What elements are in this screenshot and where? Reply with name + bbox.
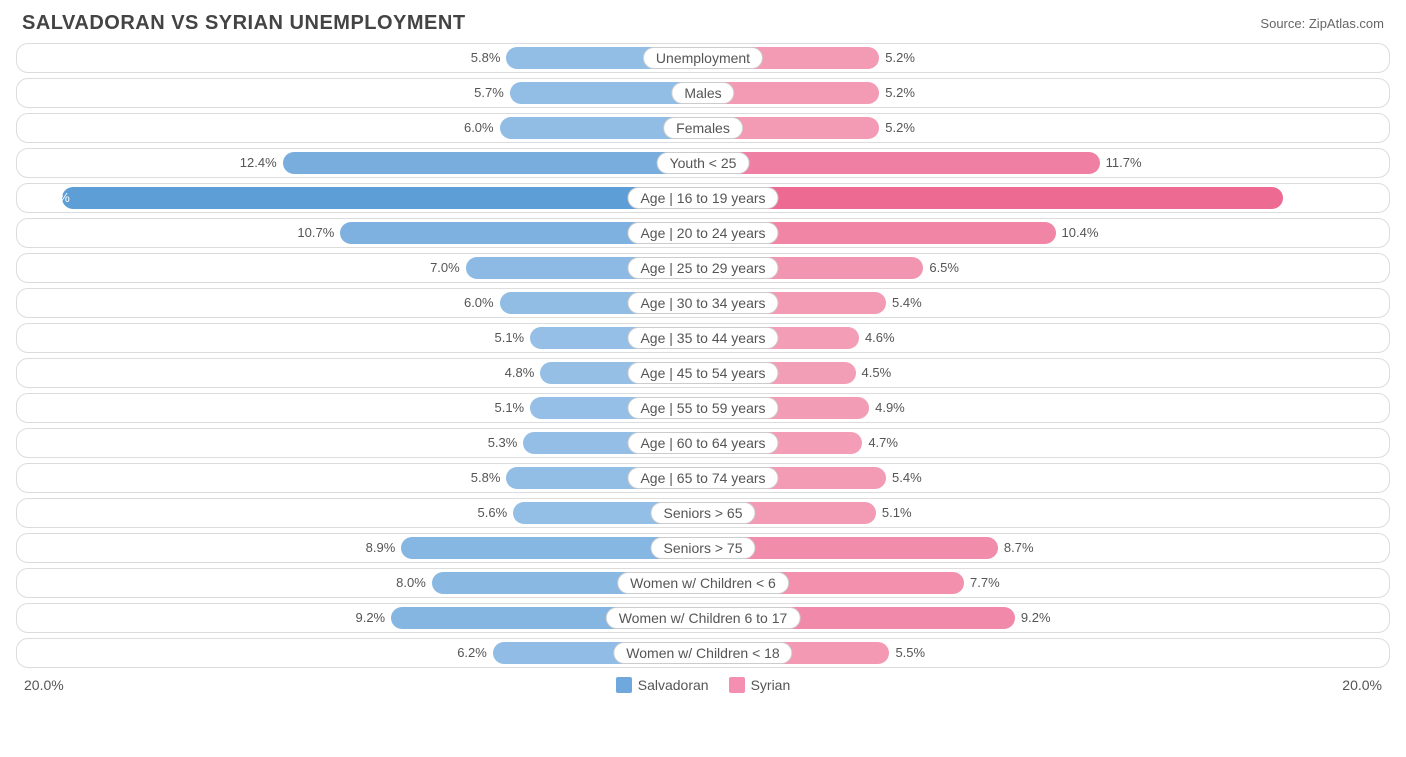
value-salvadoran: 9.2%: [355, 607, 385, 629]
category-label: Age | 45 to 54 years: [627, 362, 778, 384]
value-salvadoran: 5.3%: [488, 432, 518, 454]
chart-row: 6.2% 5.5% Women w/ Children < 18: [16, 638, 1390, 668]
value-salvadoran: 12.4%: [240, 152, 277, 174]
bar-salvadoran: [283, 152, 703, 174]
chart-row: 8.0% 7.7% Women w/ Children < 6: [16, 568, 1390, 598]
category-label: Women w/ Children 6 to 17: [606, 607, 801, 629]
legend-swatch-right: [729, 677, 745, 693]
value-syrian: 5.5%: [895, 642, 925, 664]
chart-title: SALVADORAN VS SYRIAN UNEMPLOYMENT: [22, 12, 466, 35]
value-salvadoran: 6.0%: [464, 292, 494, 314]
value-syrian: 5.2%: [885, 117, 915, 139]
value-syrian: 5.2%: [885, 82, 915, 104]
category-label: Age | 30 to 34 years: [627, 292, 778, 314]
bar-syrian: [703, 187, 1283, 209]
source-attribution: Source: ZipAtlas.com: [1260, 16, 1384, 31]
chart-row: 8.9% 8.7% Seniors > 75: [16, 533, 1390, 563]
value-syrian: 11.7%: [1106, 152, 1142, 174]
value-salvadoran: 5.1%: [494, 397, 524, 419]
source-name: ZipAtlas.com: [1309, 16, 1384, 31]
value-salvadoran: 6.0%: [464, 117, 494, 139]
chart-row: 5.6% 5.1% Seniors > 65: [16, 498, 1390, 528]
category-label: Age | 60 to 64 years: [627, 432, 778, 454]
category-label: Age | 16 to 19 years: [627, 187, 778, 209]
source-label: Source:: [1260, 16, 1305, 31]
value-syrian: 5.4%: [892, 467, 922, 489]
legend-swatch-left: [616, 677, 632, 693]
chart-row: 5.7% 5.2% Males: [16, 78, 1390, 108]
chart-row: 6.0% 5.4% Age | 30 to 34 years: [16, 288, 1390, 318]
chart-row: 10.7% 10.4% Age | 20 to 24 years: [16, 218, 1390, 248]
bar-salvadoran: [62, 187, 703, 209]
chart-row: 4.8% 4.5% Age | 45 to 54 years: [16, 358, 1390, 388]
value-salvadoran: 18.9%: [25, 187, 78, 209]
bar-syrian: [703, 152, 1100, 174]
value-salvadoran: 5.8%: [471, 47, 501, 69]
category-label: Seniors > 65: [651, 502, 756, 524]
chart-row: 9.2% 9.2% Women w/ Children 6 to 17: [16, 603, 1390, 633]
chart-row: 5.8% 5.2% Unemployment: [16, 43, 1390, 73]
category-label: Youth < 25: [657, 152, 750, 174]
legend: Salvadoran Syrian: [616, 677, 791, 693]
value-syrian: 17.1%: [1328, 187, 1381, 209]
category-label: Age | 20 to 24 years: [627, 222, 778, 244]
value-syrian: 4.6%: [865, 327, 895, 349]
value-salvadoran: 5.6%: [478, 502, 508, 524]
chart-row: 6.0% 5.2% Females: [16, 113, 1390, 143]
value-syrian: 10.4%: [1062, 222, 1099, 244]
chart-row: 5.3% 4.7% Age | 60 to 64 years: [16, 428, 1390, 458]
value-salvadoran: 8.0%: [396, 572, 426, 594]
category-label: Women w/ Children < 6: [617, 572, 789, 594]
value-syrian: 8.7%: [1004, 537, 1034, 559]
category-label: Age | 35 to 44 years: [627, 327, 778, 349]
value-syrian: 9.2%: [1021, 607, 1051, 629]
category-label: Age | 25 to 29 years: [627, 257, 778, 279]
value-syrian: 5.1%: [882, 502, 912, 524]
value-syrian: 4.9%: [875, 397, 905, 419]
legend-label-left: Salvadoran: [638, 677, 709, 693]
value-salvadoran: 5.7%: [474, 82, 504, 104]
category-label: Women w/ Children < 18: [613, 642, 792, 664]
value-syrian: 4.5%: [862, 362, 892, 384]
butterfly-chart: 5.8% 5.2% Unemployment 5.7% 5.2% Males 6.0% 5.2…: [16, 43, 1390, 668]
category-label: Females: [663, 117, 743, 139]
legend-label-right: Syrian: [751, 677, 791, 693]
category-label: Age | 65 to 74 years: [627, 467, 778, 489]
value-syrian: 4.7%: [868, 432, 898, 454]
category-label: Unemployment: [643, 47, 763, 69]
value-salvadoran: 4.8%: [505, 362, 535, 384]
legend-item-right: Syrian: [729, 677, 791, 693]
category-label: Seniors > 75: [651, 537, 756, 559]
axis-max-right: 20.0%: [1342, 677, 1382, 693]
axis-max-left: 20.0%: [24, 677, 64, 693]
chart-row: 5.1% 4.9% Age | 55 to 59 years: [16, 393, 1390, 423]
category-label: Age | 55 to 59 years: [627, 397, 778, 419]
value-syrian: 5.4%: [892, 292, 922, 314]
chart-row: 18.9% 17.1% Age | 16 to 19 years: [16, 183, 1390, 213]
value-syrian: 6.5%: [929, 257, 959, 279]
value-salvadoran: 7.0%: [430, 257, 460, 279]
chart-row: 12.4% 11.7% Youth < 25: [16, 148, 1390, 178]
value-salvadoran: 5.8%: [471, 467, 501, 489]
value-salvadoran: 10.7%: [297, 222, 334, 244]
value-syrian: 7.7%: [970, 572, 1000, 594]
value-salvadoran: 6.2%: [457, 642, 487, 664]
legend-item-left: Salvadoran: [616, 677, 709, 693]
category-label: Males: [671, 82, 734, 104]
chart-row: 5.8% 5.4% Age | 65 to 74 years: [16, 463, 1390, 493]
value-salvadoran: 8.9%: [366, 537, 396, 559]
value-syrian: 5.2%: [885, 47, 915, 69]
chart-row: 5.1% 4.6% Age | 35 to 44 years: [16, 323, 1390, 353]
value-salvadoran: 5.1%: [494, 327, 524, 349]
chart-row: 7.0% 6.5% Age | 25 to 29 years: [16, 253, 1390, 283]
